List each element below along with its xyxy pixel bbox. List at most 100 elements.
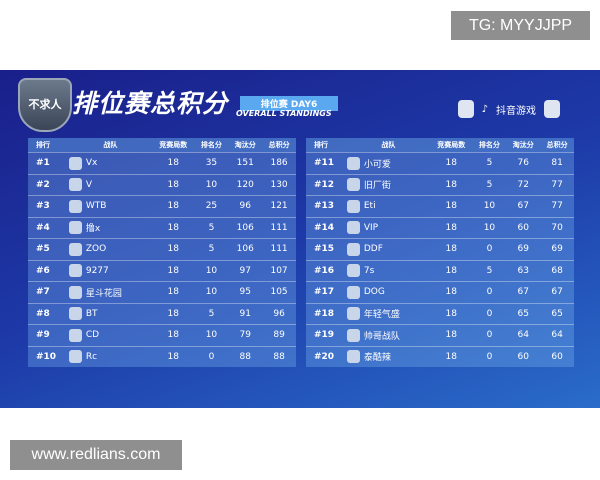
- cell: #8: [36, 308, 50, 319]
- team-cell: BT: [68, 307, 152, 321]
- team-logo-icon: [346, 350, 360, 364]
- cell: #12: [314, 179, 335, 190]
- cell: 18: [445, 265, 457, 276]
- team-logo-icon: [68, 350, 82, 364]
- team-name: 小可爱: [363, 159, 391, 170]
- team-name: 旧厂街: [363, 181, 391, 192]
- cell: 18: [445, 158, 457, 169]
- cell: #10: [36, 351, 57, 362]
- cell: 88: [239, 351, 251, 362]
- cell: 0: [486, 244, 493, 255]
- cell: 120: [236, 179, 254, 190]
- cell: 0: [486, 351, 493, 362]
- watermark-site: www.redlians.com: [10, 440, 182, 470]
- cell: 60: [517, 351, 529, 362]
- sponsor-name: 抖音游戏: [496, 105, 536, 117]
- cell: 88: [273, 351, 285, 362]
- cell: 60: [517, 222, 529, 233]
- team-name: CD: [85, 330, 100, 341]
- team-logo-icon: [346, 221, 360, 235]
- team-logo-icon: [346, 307, 360, 321]
- team-cell: 星斗花园: [68, 285, 152, 299]
- team-cell: CD: [68, 328, 152, 342]
- cell: 70: [551, 222, 563, 233]
- cell: 91: [239, 308, 251, 319]
- cell: 72: [517, 179, 529, 190]
- team-logo-icon: [346, 178, 360, 192]
- team-cell: 泰酷辣: [346, 350, 430, 364]
- cell: 18: [167, 158, 179, 169]
- column-header: 排名分: [478, 141, 500, 149]
- cell: #16: [314, 265, 335, 276]
- cell: 18: [167, 287, 179, 298]
- cell: 186: [270, 158, 288, 169]
- cell: #6: [36, 265, 50, 276]
- team-cell: Eti: [346, 199, 430, 213]
- team-logo-icon: [68, 156, 82, 170]
- column-header: 总积分: [546, 141, 568, 149]
- cell: 18: [445, 308, 457, 319]
- cell: 18: [445, 222, 457, 233]
- team-cell: DDF: [346, 242, 430, 256]
- table-row: #10 Rc 18 0 88 88: [28, 345, 296, 368]
- team-logo-icon: [346, 156, 360, 170]
- team-name: DDF: [363, 244, 383, 255]
- standings-banner: 不求人 排位赛总积分 排位赛 DAY6 OVERALL STANDINGS ♪ …: [0, 70, 600, 408]
- cell: 10: [205, 265, 218, 276]
- cell: 18: [167, 308, 179, 319]
- cell: #4: [36, 222, 50, 233]
- column-header: 总积分: [268, 141, 290, 149]
- cell: #5: [36, 244, 50, 255]
- cell: #1: [36, 158, 50, 169]
- cell: 0: [486, 330, 493, 341]
- cell: 106: [236, 244, 254, 255]
- cell: 18: [167, 351, 179, 362]
- table-row: #7 星斗花园 18 10 95 105: [28, 281, 296, 303]
- cell: 67: [517, 287, 529, 298]
- table-row: #5 ZOO 18 5 106 111: [28, 238, 296, 260]
- column-header: 竞赛局数: [437, 141, 466, 149]
- page-title: 排位赛总积分: [72, 89, 229, 118]
- cell: 18: [445, 287, 457, 298]
- column-header: 排名分: [200, 141, 222, 149]
- cell: #20: [314, 351, 335, 362]
- cell: 18: [445, 201, 457, 212]
- cell: 67: [517, 201, 529, 212]
- cell: 130: [270, 179, 288, 190]
- cell: #19: [314, 330, 335, 341]
- cell: 18: [445, 244, 457, 255]
- cell: 64: [551, 330, 563, 341]
- day-badge: 排位赛 DAY6: [240, 96, 338, 111]
- table-row: #9 CD 18 10 79 89: [28, 324, 296, 346]
- table-row: #6 9277 18 10 97 107: [28, 259, 296, 282]
- cell: 77: [551, 201, 563, 212]
- table-row: #1 Vx 18 35 151 186: [28, 152, 296, 174]
- cell: 5: [486, 158, 493, 169]
- cell: 67: [551, 287, 563, 298]
- cell: #3: [36, 201, 50, 212]
- cell: 10: [205, 330, 218, 341]
- team-logo-icon: [346, 242, 360, 256]
- cell: 96: [239, 201, 251, 212]
- team-cell: WTB: [68, 199, 152, 213]
- table-row: #16 7s 18 5 63 68: [306, 259, 574, 282]
- cell: 79: [239, 330, 251, 341]
- team-cell: ZOO: [68, 242, 152, 256]
- cell: 5: [486, 179, 493, 190]
- table-header: 排行 战队 竞赛局数 排名分 淘汰分 总积分: [306, 138, 574, 152]
- cell: 77: [551, 179, 563, 190]
- cell: 5: [208, 222, 215, 233]
- cell: 18: [167, 244, 179, 255]
- team-name: 撸x: [85, 224, 101, 235]
- team-cell: 9277: [68, 264, 152, 278]
- team-logo-icon: [346, 285, 360, 299]
- table-row: #8 BT 18 5 91 96: [28, 302, 296, 325]
- team-name: 年轻气盛: [363, 310, 400, 321]
- team-name: Rc: [85, 351, 98, 362]
- team-name: 9277: [85, 265, 109, 276]
- cell: 76: [517, 158, 529, 169]
- watermark-tg: TG: MYYJJPP: [451, 11, 590, 40]
- table-row: #15 DDF 18 0 69 69: [306, 238, 574, 260]
- team-logo-icon: [68, 242, 82, 256]
- cell: 89: [273, 330, 285, 341]
